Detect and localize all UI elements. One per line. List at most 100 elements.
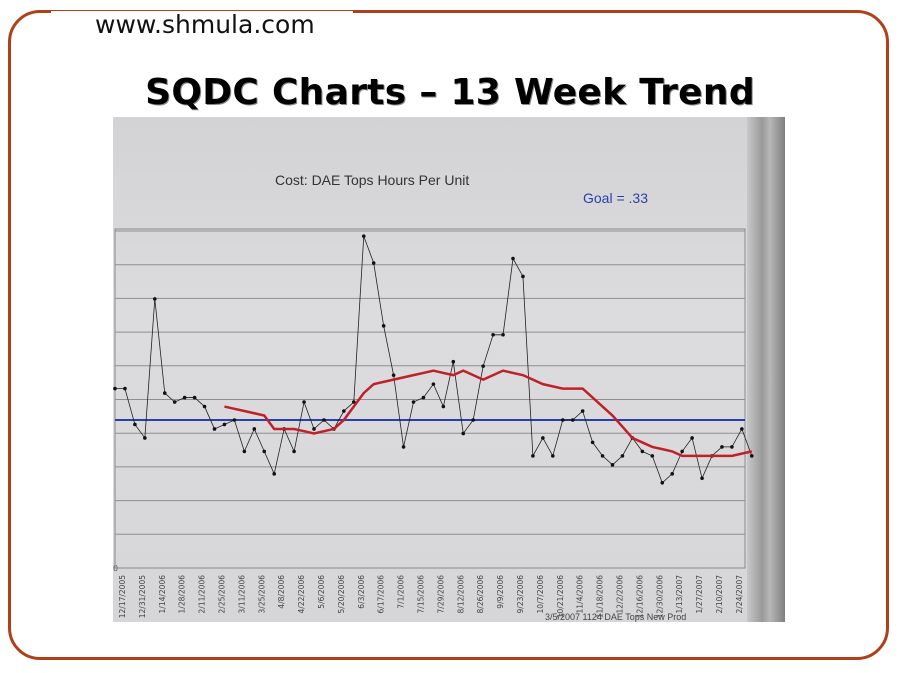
slide-frame: www.shmula.com bbox=[8, 10, 889, 660]
website-label: www.shmula.com bbox=[51, 11, 353, 39]
x-tick-label: 12/17/2005 bbox=[118, 575, 127, 618]
data-point bbox=[252, 427, 257, 431]
x-tick-label: 1/28/2006 bbox=[178, 575, 187, 614]
data-point bbox=[531, 454, 535, 458]
x-tick-label: 4/22/2006 bbox=[297, 575, 306, 614]
x-tick-label: 2/25/2006 bbox=[218, 575, 227, 614]
x-tick-label: 9/9/2006 bbox=[496, 575, 505, 609]
data-point bbox=[511, 256, 515, 261]
data-point bbox=[551, 454, 555, 458]
data-point bbox=[481, 364, 485, 368]
data-point bbox=[352, 400, 356, 404]
data-point bbox=[182, 395, 187, 400]
data-point bbox=[192, 395, 197, 400]
x-tick-label: 3/11/2006 bbox=[237, 575, 246, 614]
data-point bbox=[302, 400, 306, 404]
data-point bbox=[491, 332, 495, 337]
chart: Cost: DAE Tops Hours Per Unit Goal = .33… bbox=[113, 172, 754, 622]
x-tick-label: 10/21/2006 bbox=[556, 575, 565, 618]
x-tick-label: 5/20/2006 bbox=[337, 575, 346, 614]
data-point bbox=[123, 386, 127, 391]
data-point bbox=[521, 274, 525, 279]
data-point bbox=[730, 445, 734, 449]
x-tick-label: 7/1/2006 bbox=[397, 575, 406, 609]
data-point bbox=[431, 382, 436, 386]
x-tick-label: 11/4/2006 bbox=[576, 575, 585, 614]
x-tick-label: 2/11/2006 bbox=[198, 575, 207, 614]
data-point bbox=[133, 422, 137, 427]
data-point bbox=[660, 480, 665, 485]
data-point bbox=[610, 463, 615, 467]
data-point bbox=[680, 449, 684, 454]
data-point bbox=[222, 422, 227, 427]
data-point bbox=[700, 476, 704, 481]
chart-footer: 3/5/2007 1124 DAE Tops New Prod bbox=[545, 612, 686, 622]
data-point bbox=[670, 472, 674, 476]
board-edge bbox=[747, 117, 785, 622]
data-point bbox=[401, 445, 406, 449]
x-tick-label: 5/6/2006 bbox=[317, 575, 326, 609]
data-point bbox=[451, 359, 456, 364]
data-point bbox=[580, 409, 585, 413]
x-tick-label: 12/31/2005 bbox=[138, 575, 147, 618]
goal-annotation: Goal = .33 bbox=[583, 190, 648, 206]
data-point bbox=[242, 449, 247, 454]
x-tick-label: 4/8/2006 bbox=[277, 575, 286, 609]
data-point bbox=[441, 404, 446, 409]
x-tick-label: 10/7/2006 bbox=[536, 575, 545, 614]
data-point bbox=[172, 400, 177, 404]
data-point bbox=[232, 418, 237, 422]
x-tick-label: 6/3/2006 bbox=[357, 575, 366, 609]
data-point bbox=[590, 440, 595, 445]
data-point bbox=[600, 454, 605, 458]
data-point bbox=[560, 418, 565, 422]
x-tick-label: 7/15/2006 bbox=[417, 575, 426, 614]
data-point bbox=[371, 261, 376, 265]
data-point bbox=[312, 427, 316, 431]
data-point bbox=[262, 449, 267, 454]
data-point bbox=[421, 395, 426, 400]
data-point bbox=[391, 373, 396, 377]
x-tick-label: 7/29/2006 bbox=[436, 575, 445, 614]
data-point bbox=[342, 409, 346, 413]
plot-area bbox=[114, 228, 746, 569]
x-tick-label: 3/25/2006 bbox=[257, 575, 266, 614]
data-point bbox=[750, 454, 754, 458]
data-point bbox=[720, 445, 724, 449]
data-point bbox=[461, 431, 466, 436]
data-point bbox=[361, 234, 366, 238]
x-tick-label: 12/2/2006 bbox=[616, 575, 625, 614]
data-point bbox=[620, 454, 625, 458]
data-point bbox=[501, 332, 505, 337]
data-point bbox=[292, 449, 296, 454]
x-tick-label: 2/24/2007 bbox=[735, 575, 744, 614]
data-point bbox=[570, 418, 575, 422]
moving-average-line bbox=[224, 369, 753, 458]
data-point bbox=[153, 297, 157, 301]
x-tick-label: 12/30/2006 bbox=[655, 575, 664, 618]
x-tick-label: 2/10/2007 bbox=[715, 575, 724, 614]
chart-photo: Cost: DAE Tops Hours Per Unit Goal = .33… bbox=[113, 117, 785, 622]
data-point bbox=[113, 386, 117, 391]
data-point bbox=[381, 324, 386, 328]
data-point bbox=[740, 427, 744, 431]
data-point bbox=[690, 436, 694, 440]
data-point bbox=[212, 427, 217, 431]
data-point bbox=[202, 404, 207, 409]
x-tick-label: 1/27/2007 bbox=[695, 575, 704, 614]
data-point bbox=[272, 472, 276, 476]
data-point bbox=[650, 454, 655, 458]
data-point bbox=[322, 418, 326, 422]
slide-title: SQDC Charts – 13 Week Trend bbox=[145, 72, 755, 113]
data-point bbox=[143, 436, 147, 440]
x-tick-label: 11/18/2006 bbox=[596, 575, 605, 618]
x-tick-label: 1/14/2006 bbox=[158, 575, 167, 614]
data-point bbox=[640, 449, 645, 454]
data-point bbox=[411, 400, 416, 404]
x-tick-label: 9/23/2006 bbox=[516, 575, 525, 614]
x-tick-label: 1/13/2007 bbox=[675, 575, 684, 614]
x-tick-label: 6/17/2006 bbox=[377, 575, 386, 614]
x-tick-label: 12/16/2006 bbox=[635, 575, 644, 618]
x-tick-label: 8/12/2006 bbox=[456, 575, 465, 614]
chart-title: Cost: DAE Tops Hours Per Unit bbox=[275, 172, 469, 188]
